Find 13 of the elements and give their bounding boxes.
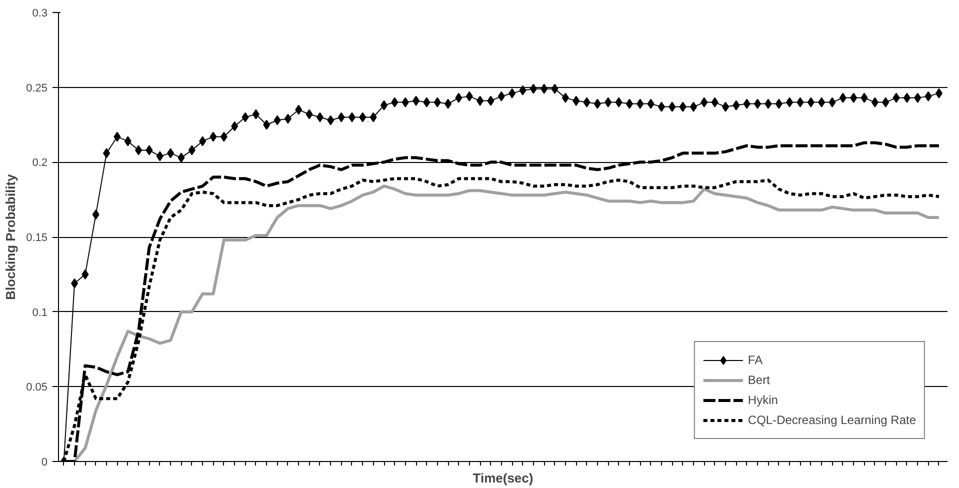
y-tick-label: 0.1 [32,306,48,319]
legend-label: CQL-Decreasing Learning Rate [748,413,916,427]
x-axis-title: Time(sec) [472,470,534,486]
y-tick-label: 0.2 [32,157,48,170]
y-axis-title: Blocking Probability [3,173,18,300]
y-tick-label: 0.15 [26,232,48,244]
y-tick-label: 0.3 [32,8,48,20]
legend-label: FA [748,353,764,367]
y-tick-label: 0.05 [26,382,48,394]
y-tick-label: 0.25 [26,82,48,94]
legend-label: Hykin [748,393,778,407]
legend-label: Bert [748,373,770,387]
y-tick-label: 0 [41,456,48,468]
